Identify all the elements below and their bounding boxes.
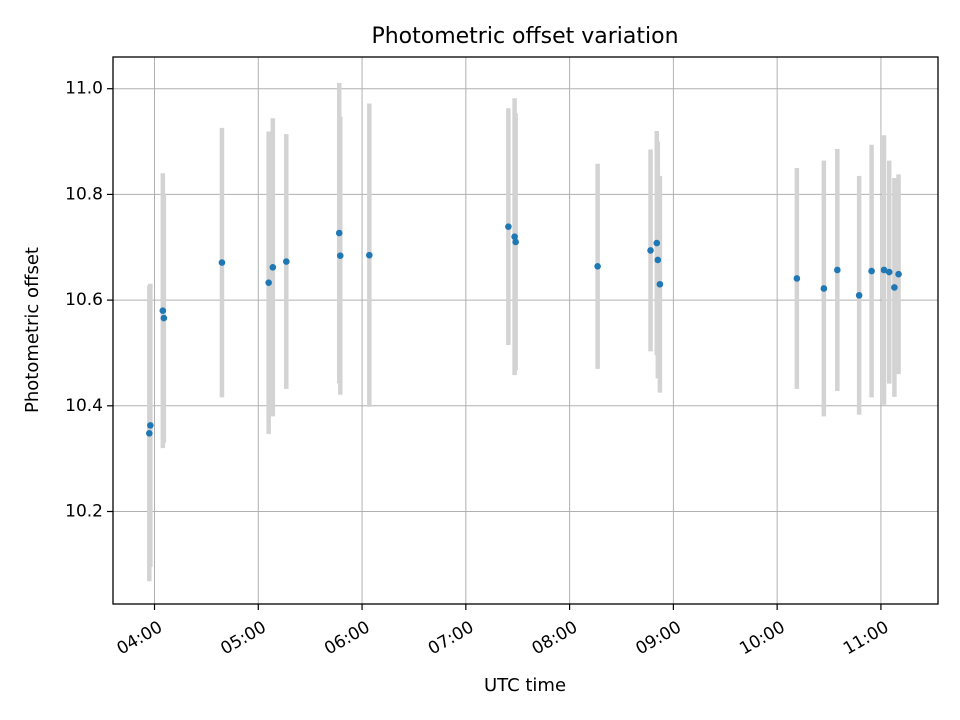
data-point xyxy=(511,233,518,240)
data-point xyxy=(265,279,272,286)
data-point xyxy=(218,259,226,266)
data-point xyxy=(269,264,277,271)
data-point xyxy=(654,256,662,264)
data-point xyxy=(895,270,902,278)
y-tick-label: 10.8 xyxy=(65,184,103,204)
y-tick-label: 10.2 xyxy=(65,502,103,522)
data-point xyxy=(147,422,154,429)
data-point xyxy=(647,247,654,254)
y-tick-label: 10.6 xyxy=(65,290,103,310)
data-point xyxy=(868,267,875,275)
chart-title: Photometric offset variation xyxy=(371,24,678,49)
data-point xyxy=(159,307,167,314)
data-point xyxy=(160,314,168,322)
y-tick-label: 10.4 xyxy=(65,396,103,416)
data-markers xyxy=(146,223,902,437)
data-point xyxy=(653,239,661,247)
data-point xyxy=(505,223,512,230)
data-point xyxy=(336,252,344,260)
y-axis-ticks: 10.2 10.4 10.6 10.8 11.0 xyxy=(65,79,113,522)
data-point xyxy=(880,266,888,274)
data-point xyxy=(820,285,828,292)
data-point xyxy=(146,429,153,437)
data-point xyxy=(656,280,664,288)
data-point xyxy=(834,266,841,274)
data-point xyxy=(885,268,893,276)
data-point xyxy=(366,251,373,259)
data-point xyxy=(855,292,863,299)
x-axis-label: UTC time xyxy=(484,675,566,696)
data-point xyxy=(335,229,343,237)
data-point xyxy=(793,275,801,282)
grid-lines xyxy=(113,57,938,604)
data-point xyxy=(283,258,290,265)
data-point xyxy=(512,238,519,246)
plot-frame xyxy=(112,56,939,605)
y-tick-label: 11.0 xyxy=(65,79,103,99)
data-point xyxy=(891,284,898,291)
data-point xyxy=(594,262,601,270)
y-axis-label: Photometric offset xyxy=(22,247,43,413)
